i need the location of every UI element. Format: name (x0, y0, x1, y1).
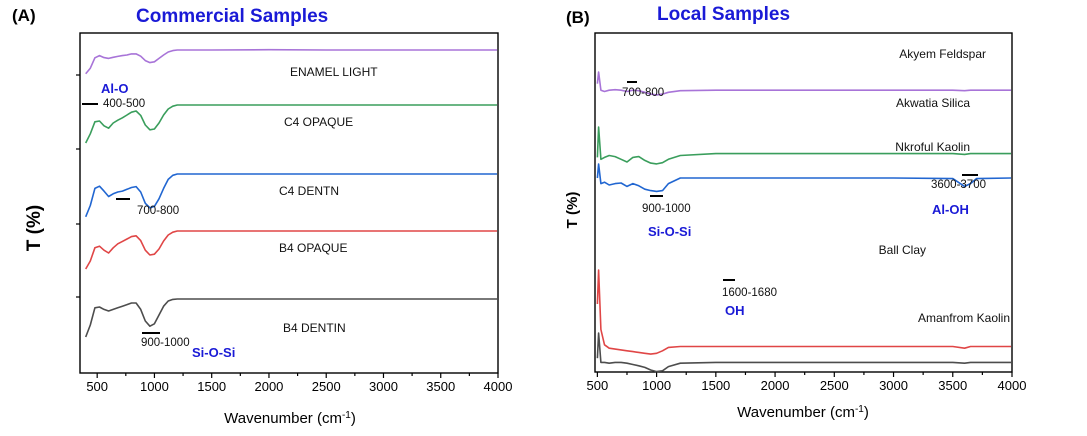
x-tick-label: 4000 (998, 378, 1027, 393)
panel-b-xlabel-end: ) (864, 404, 869, 421)
series-line-b4-opaque (85, 230, 497, 270)
annotation-label: 900-1000 (642, 203, 691, 215)
annotation-label: 1600-1680 (722, 287, 777, 299)
panel-b-letter: (B) (566, 8, 590, 27)
series-label: Akwatia Silica (896, 96, 970, 110)
x-tick-label: 4000 (484, 379, 513, 394)
x-tick-label: 3500 (938, 378, 967, 393)
x-tick-label: 1000 (642, 378, 671, 393)
panel-a-title: Commercial Samples (136, 6, 328, 27)
x-tick-label: 1500 (701, 378, 730, 393)
panel-b-xlabel-main: Wavenumber (cm (737, 404, 855, 421)
series-label: Ball Clay (879, 243, 926, 257)
panel-a-letter: (A) (12, 6, 36, 25)
x-tick-label: 1500 (197, 379, 226, 394)
series-label: ENAMEL LIGHT (290, 65, 378, 79)
series-line-amanfrom-kaolin (596, 332, 1011, 373)
x-tick-label: 1000 (140, 379, 169, 394)
panel-a-frame (79, 32, 499, 374)
annotation-label: Si-O-Si (192, 345, 235, 360)
panel-b-xlabel: Wavenumber (cm-1) (737, 404, 869, 421)
panel-a-xlabel: Wavenumber (cm-1) (224, 410, 356, 427)
x-tick-label: 500 (86, 379, 108, 394)
panel-b-frame (594, 32, 1013, 373)
panel-a-xlabel-sup: -1 (342, 410, 351, 421)
series-label: C4 DENTN (279, 184, 339, 198)
x-tick-label: 500 (587, 378, 609, 393)
series-line-c4-opaque (84, 104, 497, 144)
series-label: C4 OPAQUE (284, 115, 353, 129)
annotation-label: 900-1000 (141, 337, 190, 349)
x-tick-label: 3000 (879, 378, 908, 393)
series-line-nkroful-kaolin (596, 163, 1012, 193)
x-tick-label: 2500 (312, 379, 341, 394)
annotation-label: 700-800 (137, 205, 179, 217)
annotation-label: 700-800 (622, 87, 664, 99)
panel-a-ylabel: T (%) (24, 205, 45, 251)
series-label: B4 OPAQUE (279, 241, 347, 255)
series-line-c4-dentn (84, 173, 497, 218)
x-tick-label: 3500 (426, 379, 455, 394)
x-tick-label: 3000 (369, 379, 398, 394)
panel-a-plot: 500 1000 1500 2000 2500 3000 3500 4000 ENAMEL LI… (76, 32, 513, 394)
panel-b-ylabel: T (%) (564, 192, 581, 229)
panel-b-plot: 500 1000 1500 2000 2500 3000 3500 4000 Akyem Fel… (587, 32, 1027, 393)
annotation-label: Al-O (101, 81, 128, 96)
annotation-label: Al-OH (932, 202, 969, 217)
series-line-akyem-feldspar (596, 71, 1011, 96)
annotation-label: 400-500 (103, 98, 145, 110)
series-label: Amanfrom Kaolin (918, 311, 1010, 325)
series-line-enamel-light (85, 48, 497, 75)
annotation-label: Si-O-Si (648, 224, 691, 239)
x-tick-label: 2000 (761, 378, 790, 393)
series-line-ball-clay (596, 269, 1011, 355)
annotation-label: OH (725, 303, 745, 318)
series-line-b4-dentin (84, 298, 497, 338)
x-tick-label: 2500 (820, 378, 849, 393)
series-label: Nkroful Kaolin (895, 140, 970, 154)
series-line-akwatia-silica (596, 126, 1011, 165)
series-label: Akyem Feldspar (899, 47, 986, 61)
panel-a-xlabel-end: ) (351, 410, 356, 427)
annotation-label: 3600-3700 (931, 179, 986, 191)
x-tick-label: 2000 (254, 379, 283, 394)
panel-b-xlabel-sup: -1 (855, 404, 864, 415)
panel-b-title: Local Samples (657, 4, 790, 25)
panel-a-xlabel-main: Wavenumber (cm (224, 410, 342, 427)
series-label: B4 DENTIN (283, 321, 346, 335)
